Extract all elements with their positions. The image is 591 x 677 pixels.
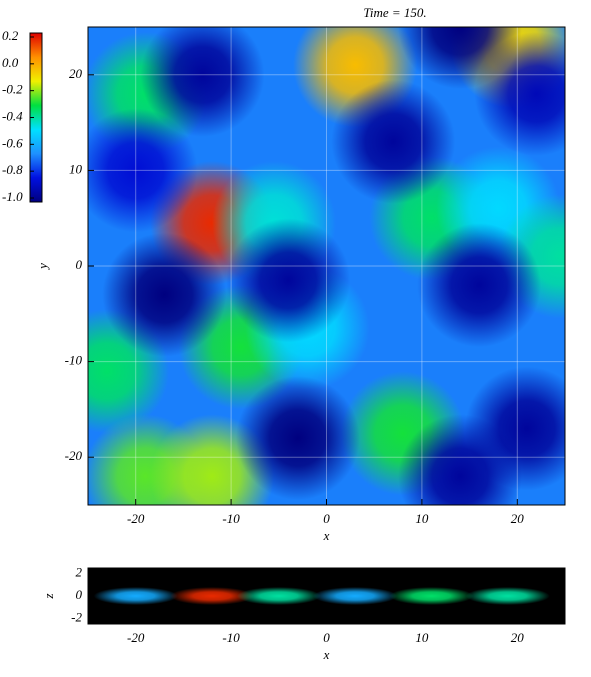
contour-blob [88, 108, 198, 233]
plot-area [88, 27, 565, 505]
x-tick-label: -10 [222, 511, 240, 526]
y-tick-label: 0 [76, 587, 83, 602]
x-tick-label: -20 [127, 630, 145, 645]
colorbar-tick-label: -0.8 [2, 162, 23, 177]
contour-blob [140, 27, 265, 137]
y-axis-label: z [41, 593, 56, 599]
contour-blob [235, 376, 360, 501]
plot-area [88, 568, 565, 624]
x-tick-label: -20 [127, 511, 145, 526]
chart-title: Time = 150. [363, 5, 426, 20]
x-tick-label: -10 [222, 630, 240, 645]
contour-blob [417, 223, 542, 348]
contour-blob [313, 587, 398, 605]
x-tick-label: 0 [323, 511, 330, 526]
y-tick-label: -10 [65, 353, 83, 368]
colorbar-tick-label: 0.0 [2, 55, 19, 70]
x-tick-label: 20 [511, 511, 525, 526]
contour-blob [93, 587, 178, 605]
colorbar-tick-label: -0.4 [2, 108, 23, 123]
x-axis-label: x [323, 528, 330, 543]
colorbar-tick-label: -1.0 [2, 189, 23, 204]
contour-blob [236, 587, 321, 605]
contour-blob [331, 79, 456, 204]
contour-blob [389, 587, 474, 605]
colorbar-tick-label: -0.6 [2, 135, 23, 150]
colorbar-tick-label: -0.2 [2, 82, 23, 97]
y-tick-label: -20 [65, 448, 83, 463]
colorbar-tick-label: 0.2 [2, 28, 19, 43]
contour-blob [102, 232, 227, 357]
x-tick-label: 0 [323, 630, 330, 645]
y-tick-label: 10 [69, 161, 83, 176]
y-tick-label: 0 [76, 257, 83, 272]
contour-blob [398, 27, 523, 89]
y-tick-label: 2 [76, 565, 83, 580]
x-tick-label: 20 [511, 630, 525, 645]
x-tick-label: 10 [415, 511, 429, 526]
y-tick-label: -2 [71, 609, 82, 624]
x-axis-label: x [323, 647, 330, 662]
contour-blob [226, 218, 351, 343]
y-tick-label: 20 [69, 66, 83, 81]
contour-blob [465, 587, 550, 605]
contour-blob [170, 587, 255, 605]
y-axis-label: y [35, 263, 50, 271]
x-tick-label: 10 [415, 630, 429, 645]
contour-blob [398, 414, 523, 505]
